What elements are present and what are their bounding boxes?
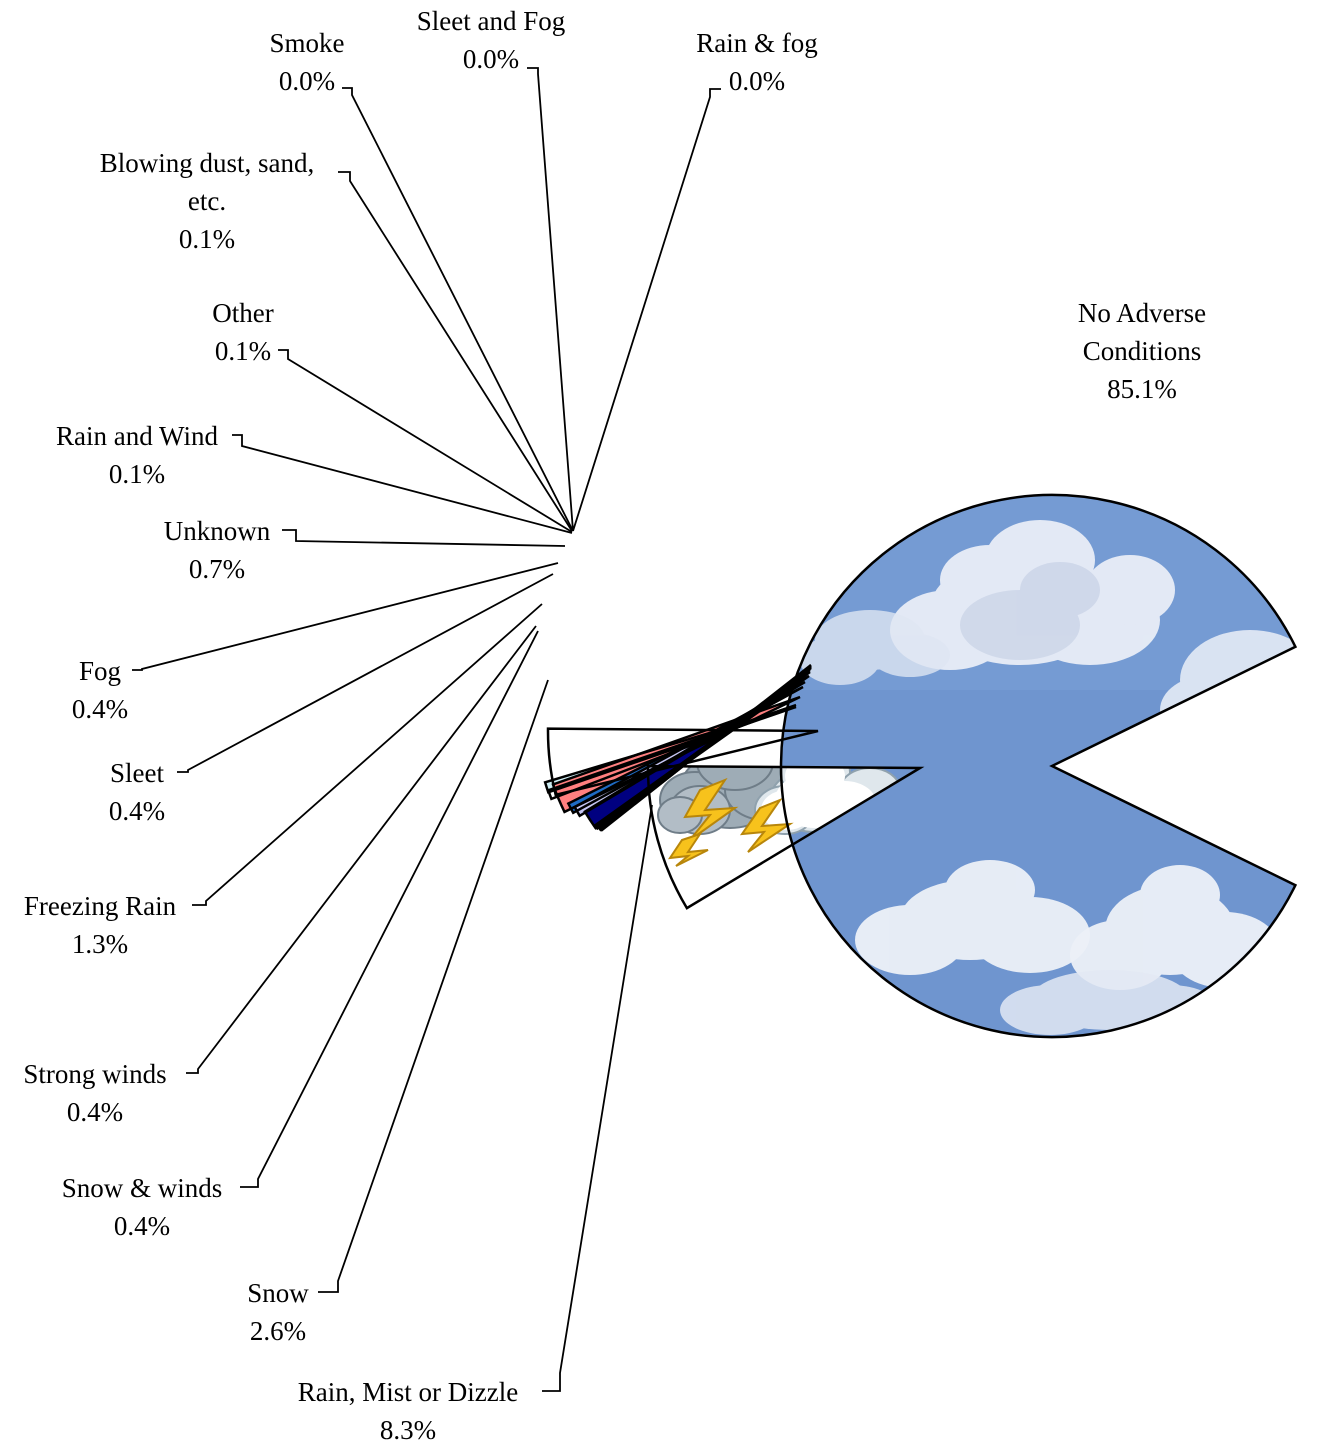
slice-value-sleet-and-fog: 0.0% xyxy=(463,44,519,74)
leader-line-snow xyxy=(318,679,549,1293)
slice-value-freezing-rain: 1.3% xyxy=(72,929,128,959)
slice-value-snow-winds: 0.4% xyxy=(114,1211,170,1241)
leader-line-freezing-rain xyxy=(192,603,543,906)
slice-label-sleet-and-fog: Sleet and Fog xyxy=(417,6,566,36)
leader-line-smoke xyxy=(342,87,574,532)
slice-label-no-adverse-conditions-line-2: Conditions xyxy=(1083,336,1202,366)
slice-value-smoke: 0.0% xyxy=(279,66,335,96)
leader-line-sleet-and-fog xyxy=(527,67,574,532)
slice-value-fog: 0.4% xyxy=(72,694,128,724)
slice-label-unknown: Unknown xyxy=(164,516,271,546)
slice-value-no-adverse-conditions: 85.1% xyxy=(1107,374,1177,404)
slice-label-fog: Fog xyxy=(79,656,121,686)
leader-line-rain-fog xyxy=(572,88,721,532)
slice-value-rain-mist-or-dizzle: 8.3% xyxy=(380,1415,436,1445)
leader-line-snow-winds xyxy=(240,630,539,1188)
leader-line-rain-mist-or-dizzle xyxy=(542,804,653,1392)
slice-other-outline xyxy=(594,668,811,831)
slice-label-rain-mist-or-dizzle: Rain, Mist or Dizzle xyxy=(298,1377,518,1407)
slice-value-unknown: 0.7% xyxy=(189,554,245,584)
leader-line-fog xyxy=(132,562,559,671)
slice-value-blowing-dust-sand-etc: 0.1% xyxy=(179,224,235,254)
slice-rain-fog-outline xyxy=(599,664,812,832)
slice-value-other: 0.1% xyxy=(215,336,271,366)
slice-label-no-adverse-conditions-line-1: No Adverse xyxy=(1078,298,1206,328)
slice-label-snow: Snow xyxy=(247,1278,309,1308)
slice-label-sleet: Sleet xyxy=(110,758,164,788)
slice-sleet-outline xyxy=(566,685,804,815)
leader-line-sleet xyxy=(177,573,554,773)
slice-label-blowing-dust-sand-etc-line-1: Blowing dust, sand, xyxy=(100,148,315,178)
slice-label-strong-winds: Strong winds xyxy=(23,1059,166,1089)
slice-value-rain-and-wind: 0.1% xyxy=(109,459,165,489)
leader-line-other xyxy=(278,349,573,533)
storm-clouds-fill xyxy=(657,766,901,867)
slice-value-rain-fog: 0.0% xyxy=(729,66,785,96)
slice-fog-outline xyxy=(573,680,806,818)
leader-line-strong-winds xyxy=(186,625,537,1074)
slice-value-sleet: 0.4% xyxy=(109,796,165,826)
leader-line-rain-and-wind xyxy=(232,434,573,534)
slice-value-snow: 2.6% xyxy=(250,1316,306,1346)
slice-label-smoke: Smoke xyxy=(269,28,344,58)
slice-label-rain-and-wind: Rain and Wind xyxy=(56,421,218,451)
slice-label-freezing-rain: Freezing Rain xyxy=(24,891,177,921)
slice-label-other: Other xyxy=(212,298,273,328)
leader-line-unknown xyxy=(282,529,566,547)
slice-label-blowing-dust-sand-etc-line-2: etc. xyxy=(188,186,226,216)
slice-strong-winds-outline xyxy=(546,703,797,801)
snow-cloud-fill xyxy=(560,667,753,716)
slice-value-strong-winds: 0.4% xyxy=(67,1097,123,1127)
leader-line-blowing-dust-sand-etc xyxy=(338,171,573,532)
slice-label-snow-winds: Snow & winds xyxy=(62,1173,223,1203)
slice-label-rain-fog: Rain & fog xyxy=(696,28,818,58)
slice-freezing-rain-outline xyxy=(551,695,801,814)
